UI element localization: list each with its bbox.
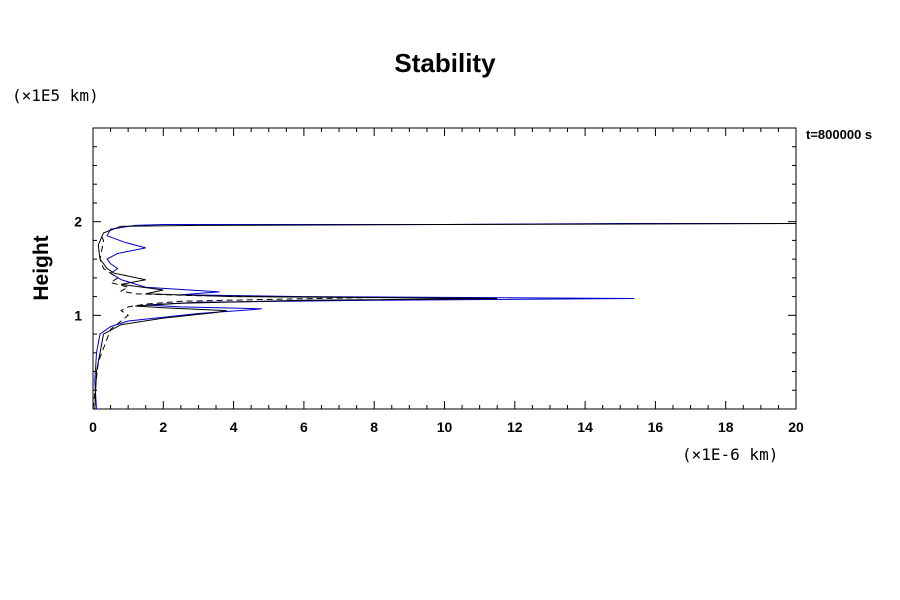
y-tick-label: 2	[74, 214, 82, 230]
y-tick-label: 1	[74, 307, 82, 323]
x-tick-label: 12	[507, 419, 523, 435]
x-tick-label: 14	[577, 419, 593, 435]
x-unit-label: (×1E-6 km)	[682, 445, 778, 464]
axis-ticks	[92, 127, 797, 410]
x-tick-label: 2	[159, 419, 167, 435]
x-tick-labels: 0 2 4 6 8 10 12 14 16 18 20	[89, 419, 804, 435]
time-label: t=800000 s	[806, 127, 872, 142]
series-line-1	[94, 223, 796, 410]
series-layer	[92, 223, 797, 410]
y-unit-label: (×1E5 km)	[12, 86, 99, 105]
chart-title: Stability	[394, 48, 496, 78]
x-tick-label: 4	[230, 419, 238, 435]
x-tick-label: 8	[370, 419, 378, 435]
x-tick-label: 0	[89, 419, 97, 435]
x-tick-label: 16	[648, 419, 664, 435]
y-tick-labels: 12	[74, 214, 82, 324]
y-axis-label: Height	[30, 235, 53, 300]
series-line-2	[94, 223, 797, 410]
series-line-3	[92, 232, 375, 410]
x-tick-label: 10	[437, 419, 453, 435]
x-tick-label: 20	[788, 419, 804, 435]
plot-area	[92, 127, 797, 410]
x-tick-label: 18	[718, 419, 734, 435]
plot-frame	[92, 127, 797, 410]
x-tick-label: 6	[300, 419, 308, 435]
